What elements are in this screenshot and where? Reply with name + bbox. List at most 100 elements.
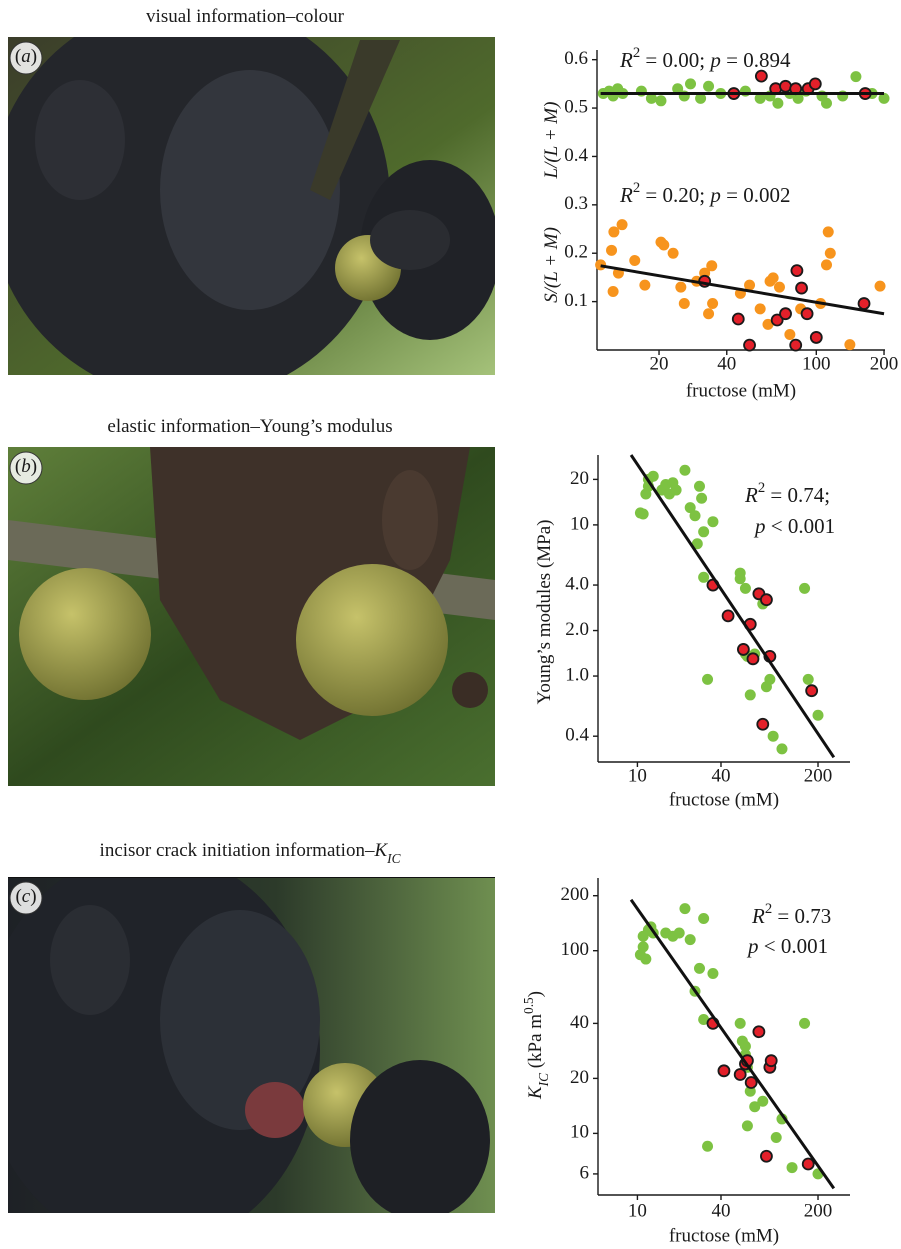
- panel-caption-part: visual information–colour: [146, 6, 345, 27]
- point: [638, 509, 649, 520]
- x-axis-label: fructose (mM): [669, 789, 779, 810]
- photo-c: [0, 850, 495, 1249]
- annotation-part: = 0.73: [772, 904, 831, 928]
- panel-label-part: ): [30, 886, 36, 907]
- point: [764, 674, 775, 685]
- point: [796, 283, 807, 294]
- annotation-part: R: [619, 48, 633, 72]
- point: [698, 913, 709, 924]
- annotation-part: = 0.74;: [765, 483, 830, 507]
- point: [696, 493, 707, 504]
- point: [791, 265, 802, 276]
- point: [640, 954, 651, 965]
- y-tick-label: 200: [561, 884, 590, 905]
- annotation-part: = 0.00;: [640, 48, 710, 72]
- point: [761, 1151, 772, 1162]
- point: [825, 248, 836, 259]
- y-axis-label: S/(L + M): [541, 227, 562, 303]
- y-tick-label: 0.5: [564, 96, 588, 117]
- point: [735, 1069, 746, 1080]
- point: [766, 1055, 777, 1066]
- annotation-part: p: [708, 48, 721, 72]
- y-axis-label-part: Young’s modules (MPa): [534, 520, 555, 705]
- point: [755, 303, 766, 314]
- point: [733, 314, 744, 325]
- point: [745, 689, 756, 700]
- point: [638, 941, 649, 952]
- point: [742, 1120, 753, 1131]
- point: [735, 573, 746, 584]
- point: [703, 308, 714, 319]
- panel-label: (c): [15, 886, 36, 907]
- point: [595, 259, 606, 270]
- y-tick-label: 0.4: [565, 725, 589, 746]
- y-axis-label: L/(L + M): [541, 102, 562, 180]
- point: [608, 226, 619, 237]
- x-axis-label: fructose (mM): [669, 1225, 779, 1246]
- point: [655, 95, 666, 106]
- annotation-part: p: [753, 514, 766, 538]
- annotation: R2 = 0.74;: [744, 480, 830, 506]
- y-tick-label: 1.0: [565, 664, 589, 685]
- point: [776, 743, 787, 754]
- annotation-part: 2: [633, 180, 640, 196]
- point: [850, 71, 861, 82]
- panel-caption: visual information–colour: [146, 6, 345, 27]
- point: [668, 248, 679, 259]
- point: [740, 583, 751, 594]
- photo-b: [8, 447, 495, 786]
- y-axis-label-part: 0.5: [521, 997, 536, 1014]
- annotation-part: < 0.001: [759, 934, 829, 958]
- point: [744, 340, 755, 351]
- point: [780, 308, 791, 319]
- figure: visual information–colour(a)0.10.20.30.4…: [0, 0, 901, 1249]
- y-axis-label: Young’s modules (MPa): [534, 520, 555, 705]
- point: [811, 332, 822, 343]
- y-tick-label: 100: [561, 939, 590, 960]
- point: [707, 516, 718, 527]
- x-tick-label: 100: [802, 353, 831, 374]
- y-tick-label: 6: [580, 1162, 590, 1183]
- panel-caption-part: elastic information–Young’s modulus: [107, 416, 392, 437]
- y-axis-label-part: IC: [536, 1073, 551, 1087]
- point: [803, 1158, 814, 1169]
- y-tick-label: 2.0: [565, 619, 589, 640]
- point: [823, 226, 834, 237]
- annotation-part: 2: [758, 480, 765, 496]
- point: [639, 280, 650, 291]
- point: [747, 653, 758, 664]
- point: [757, 1096, 768, 1107]
- x-tick-label: 200: [804, 1200, 833, 1221]
- panel-label-part: ): [31, 456, 37, 477]
- x-tick-label: 40: [711, 765, 730, 786]
- y-tick-label: 20: [570, 468, 589, 489]
- annotation-part: p: [708, 183, 721, 207]
- point: [674, 927, 685, 938]
- panel-caption-part: IC: [386, 851, 400, 866]
- point: [702, 1141, 713, 1152]
- point: [718, 1065, 729, 1076]
- x-tick-label: 40: [711, 1200, 730, 1221]
- point: [658, 240, 669, 251]
- point: [702, 674, 713, 685]
- y-tick-label: 0.3: [564, 193, 588, 214]
- point: [787, 1162, 798, 1173]
- page: visual information–colour(a)0.10.20.30.4…: [0, 0, 901, 1249]
- x-tick-label: 20: [650, 353, 669, 374]
- point: [679, 465, 690, 476]
- point: [774, 282, 785, 293]
- point: [771, 1132, 782, 1143]
- annotation-part: p: [746, 934, 759, 958]
- point: [802, 308, 813, 319]
- x-tick-label: 200: [804, 765, 833, 786]
- x-tick-label: 40: [717, 353, 736, 374]
- panel-label-part: b: [21, 456, 31, 477]
- point: [606, 245, 617, 256]
- annotation-part: 2: [765, 901, 772, 917]
- point: [703, 81, 714, 92]
- point: [772, 98, 783, 109]
- point: [859, 298, 870, 309]
- annotation: R2 = 0.00; p = 0.894: [619, 45, 791, 71]
- x-tick-label: 200: [870, 353, 899, 374]
- y-tick-label: 10: [570, 1122, 589, 1143]
